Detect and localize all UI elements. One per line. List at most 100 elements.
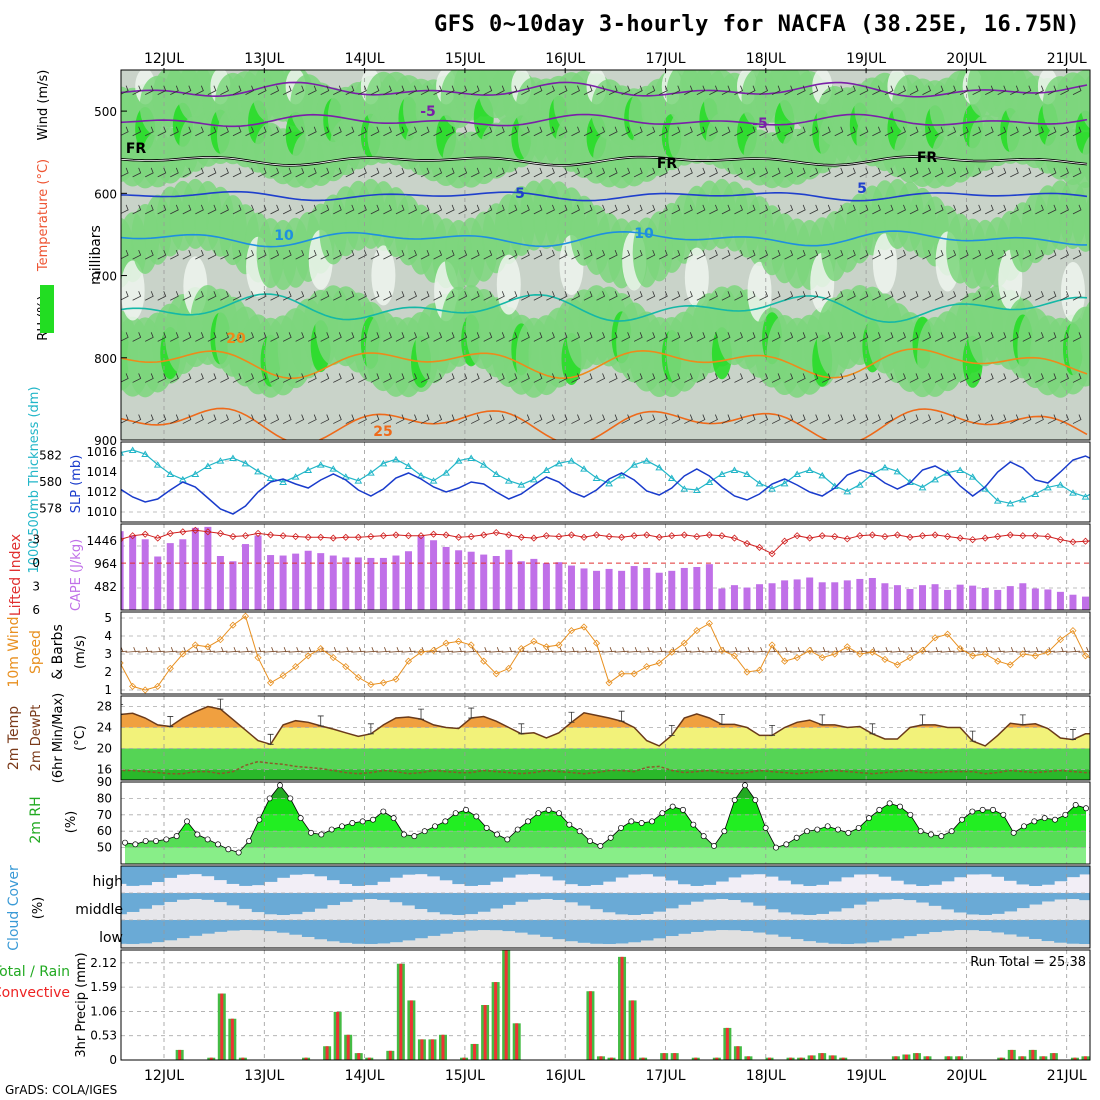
rh-marker [308,829,314,836]
date-label-top: 19JUL [846,51,886,67]
thickness-marker [592,474,601,481]
wind-barb [470,167,480,178]
wind-barb [1072,414,1082,424]
cloud-low-bar [289,920,303,935]
temp-minmax-bar [367,723,374,735]
cloud-high-bar [189,866,203,875]
wind-barb [859,167,869,178]
rh-marker [184,818,190,825]
cape-tick: 1446 [86,534,117,548]
cape-bar [693,567,701,610]
wind-speed-marker [1095,658,1100,664]
wind-barb [445,414,455,424]
cloud-frame [120,865,1091,949]
thickness-marker [467,454,476,461]
rh-blob [1080,301,1090,373]
rh-marker [700,833,707,840]
wind-barb [521,126,530,137]
cloud-high-bar [389,866,403,878]
li-marker [121,536,124,543]
wind-barb [909,249,919,260]
wind-barb [621,85,631,96]
wind-barb [1060,332,1069,342]
wind-barb [671,249,681,260]
wind-barb [608,167,618,178]
cloud-high-bar [1029,866,1043,886]
wind-barb [909,373,919,383]
cape-bar [981,588,989,610]
wind-barb [483,204,493,215]
wind-barb [721,373,731,383]
wind-barb [170,126,179,137]
wind-barb [308,414,317,424]
thickness-marker [266,474,275,481]
wind-barb [621,332,631,342]
wind-speed-marker [580,623,588,631]
wind-barb [721,167,731,178]
li-marker [743,539,751,548]
cape-bar [166,543,174,610]
thickness-marker [1006,499,1015,507]
thickness-marker [105,460,111,465]
cloud-middle-bar [477,893,491,912]
precip-convective-bar [894,1056,898,1060]
cape-bar [1006,586,1014,610]
wind-barb [822,204,831,215]
cloud-high-bar [778,866,792,881]
wind-speed-marker [121,660,124,666]
wind-barb [121,85,129,95]
wind-barb [784,332,794,342]
wind-barb [333,332,342,342]
wind-barb [470,332,480,342]
cloud-high-bar [790,866,804,885]
wind-barb [571,291,580,301]
wind-barb [646,414,656,424]
wind-barb [1022,85,1032,96]
precip-convective-bar [357,1053,361,1060]
wind-barb [621,291,631,301]
wind-barb [308,332,317,342]
cloud-high-bar [164,866,178,878]
wind-barb [533,126,543,137]
wind-speed-marker [505,664,513,672]
wind-barb [909,126,919,137]
rh-blob [121,132,124,164]
thickness-marker [121,450,125,456]
wind-speed-marker [944,630,952,638]
wind-speed-marker [906,654,914,662]
rh-marker [721,828,728,835]
cape-plot [121,524,1090,610]
li-marker [818,532,826,540]
contour-label: FR [657,156,678,172]
wind-barb-10m [1003,647,1018,653]
wind-barb [458,126,468,137]
wind-barb [320,414,330,424]
wind-barb [684,249,693,260]
wind-barb [270,204,280,215]
wind-barb [182,85,192,96]
wind-barb [583,204,593,215]
slp-tick: 1012 [86,485,117,499]
wind-barb [1022,332,1032,342]
precip-convective-bar [599,1056,603,1060]
wind-barb [922,291,932,301]
li-marker [1069,538,1077,546]
legend-wind: Wind (m/s) [36,70,51,141]
cloud-high-bar [326,866,341,881]
wind-barb [897,414,906,424]
wind-barb [897,291,906,301]
li-marker [317,533,325,541]
wind-barb-10m [363,647,378,653]
wind-barb [884,167,894,178]
wind-barb [934,291,944,301]
cloud-level-middle: middle [75,902,123,918]
wind-barb [671,204,681,215]
li-marker [154,534,162,542]
wind-barb [395,85,405,96]
rh-marker [411,833,418,840]
wind10m-frame [120,611,1091,695]
wind-barb [483,332,493,342]
cloud-middle-bar [652,893,666,912]
wind-barb [897,332,906,342]
cloud-low-bar [276,920,290,933]
